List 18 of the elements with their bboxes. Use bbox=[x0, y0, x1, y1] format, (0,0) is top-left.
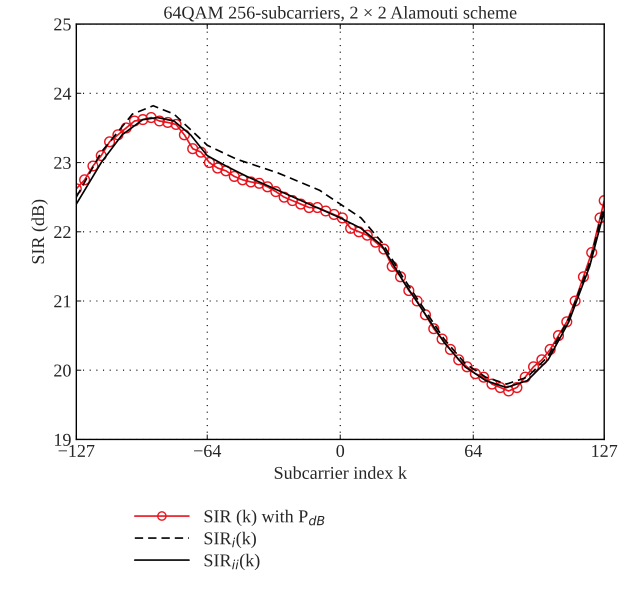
x-tick-label: 64 bbox=[465, 444, 482, 458]
y-tick-label: 23 bbox=[54, 156, 71, 169]
x-tick-label: −127 bbox=[58, 444, 94, 457]
y-tick-label: 25 bbox=[54, 18, 71, 31]
x-tick-label: 0 bbox=[336, 444, 344, 458]
y-tick-label: 20 bbox=[54, 364, 71, 377]
legend-label: SIR$_{ii}$(k) bbox=[204, 554, 260, 570]
x-axis-title: Subcarrier index k bbox=[274, 466, 407, 479]
y-tick-label: 24 bbox=[54, 88, 72, 100]
x-tick-label: −64 bbox=[194, 444, 222, 458]
y-tick-label: 19 bbox=[54, 434, 71, 446]
x-tick-label: 127 bbox=[592, 444, 618, 457]
chart-title: 64QAM 256-subcarriers, 2 × 2 Alamouti scheme bbox=[164, 6, 516, 22]
legend-label: SIR$_{i}$(k) bbox=[204, 532, 256, 548]
y-axis-title: SIR (dB) bbox=[31, 200, 48, 264]
y-tick-label: 21 bbox=[54, 295, 70, 308]
y-tick-label: 22 bbox=[54, 226, 70, 238]
legend-label: SIR (k) with P$_{dB}$ bbox=[204, 510, 324, 526]
